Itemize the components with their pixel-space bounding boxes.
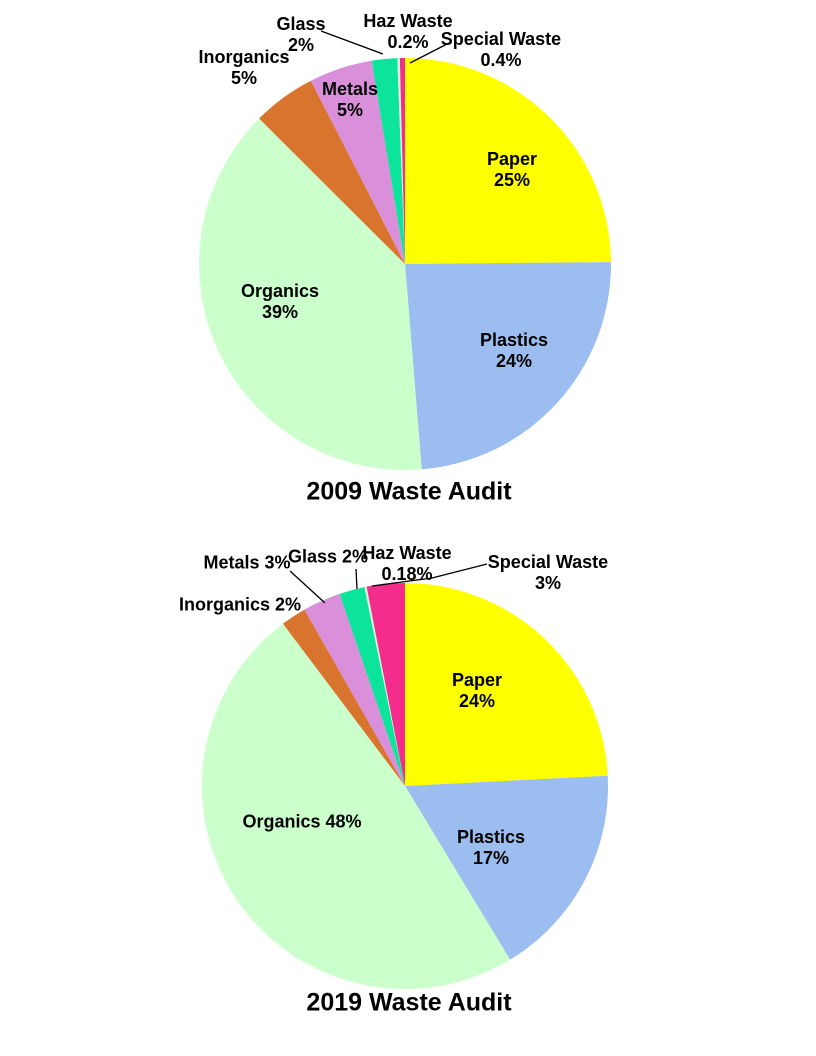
pie-slice-haz-waste: [364, 586, 405, 786]
leader-glass-2009: [320, 30, 384, 55]
label-pct: 2%: [287, 35, 315, 55]
label-haz-waste-2019: Haz Waste 0.18%: [362, 543, 451, 585]
label-name: Plastics: [456, 827, 526, 847]
label-pct: 3%: [534, 573, 562, 593]
pie-slice-metals: [304, 593, 405, 786]
label-name: Haz Waste: [363, 11, 453, 31]
chart-title-2019: 2019 Waste Audit: [306, 988, 512, 1017]
label-pct: 17%: [472, 848, 510, 868]
label-name: Inorganics: [198, 47, 290, 67]
label-plastics-2019: Plastics 17%: [457, 827, 525, 869]
leader-metals-2019: [289, 570, 326, 604]
label-name: Metals: [321, 79, 379, 99]
pie-2009: [198, 57, 611, 470]
pie-slice-organics: [198, 118, 422, 470]
label-name: Glass: [287, 546, 338, 567]
label-organics-2009: Organics 39%: [241, 281, 319, 323]
label-metals-2009: Metals 5%: [322, 79, 378, 121]
label-name: Paper: [451, 670, 503, 690]
label-pct: 3%: [264, 552, 291, 573]
label-name: Metals: [203, 552, 260, 573]
pie-slice-glass: [371, 58, 405, 264]
pie-2019: [201, 583, 608, 990]
pie-slice-paper: [405, 583, 608, 786]
label-organics-2019: Organics 48%: [242, 812, 361, 833]
pie-slice-inorganics: [259, 80, 405, 265]
label-pct: 2%: [342, 546, 369, 567]
pie-slice-paper: [405, 58, 611, 264]
label-name: Haz Waste: [362, 543, 452, 563]
label-name: Special Waste: [487, 552, 609, 572]
label-glass-2019: Glass 2%: [288, 547, 368, 568]
label-pct: 25%: [493, 170, 531, 190]
label-line: Organics 48%: [242, 812, 361, 833]
label-name: Glass: [276, 14, 326, 34]
pie-slice-inorganics: [282, 609, 405, 786]
label-glass-2009: Glass 2%: [276, 14, 325, 56]
label-pct: 24%: [495, 351, 533, 371]
pie-slice-special-waste: [366, 583, 405, 786]
label-pct: 0.2%: [387, 32, 429, 52]
label-special-waste-2019: Special Waste 3%: [488, 552, 608, 594]
label-special-waste-2009: Special Waste 0.4%: [441, 29, 561, 71]
pie-slice-haz-waste: [397, 58, 405, 265]
label-line: Glass 2%: [288, 547, 368, 568]
label-pct: 2%: [275, 594, 302, 615]
label-plastics-2009: Plastics 24%: [480, 330, 548, 372]
leader-lines: [289, 30, 488, 604]
label-name: Organics: [242, 811, 321, 832]
label-pct: 39%: [261, 302, 299, 322]
pie-slice-special-waste: [399, 57, 405, 264]
label-metals-2019: Metals 3%: [203, 553, 290, 574]
pie-slice-glass: [339, 587, 405, 786]
pie-slice-organics: [201, 623, 511, 990]
pie-slice-plastics: [405, 262, 611, 470]
label-name: Special Waste: [440, 29, 562, 49]
label-pct: 0.4%: [480, 50, 522, 70]
label-line: Metals 3%: [203, 553, 290, 574]
label-name: Plastics: [479, 330, 549, 350]
leader-glass-2019: [355, 568, 358, 590]
label-inorganics-2019: Inorganics 2%: [179, 595, 301, 616]
label-line: Inorganics 2%: [179, 595, 301, 616]
pie-slice-metals: [310, 60, 405, 265]
label-pct: 0.18%: [381, 564, 433, 584]
label-pct: 48%: [325, 811, 362, 832]
pie-slice-plastics: [405, 775, 608, 960]
label-pct: 5%: [336, 100, 363, 120]
label-paper-2019: Paper 24%: [452, 670, 502, 712]
leader-special-2019: [371, 563, 488, 587]
label-pct: 5%: [230, 68, 257, 88]
label-pct: 24%: [458, 691, 496, 711]
chart-title-2009: 2009 Waste Audit: [306, 477, 512, 506]
label-inorganics-2009: Inorganics 5%: [198, 47, 289, 89]
leader-special-2009: [409, 42, 450, 64]
label-haz-waste-2009: Haz Waste 0.2%: [363, 11, 452, 53]
label-name: Inorganics: [178, 594, 270, 615]
label-paper-2009: Paper 25%: [487, 149, 537, 191]
label-name: Paper: [486, 149, 538, 169]
label-name: Organics: [240, 281, 320, 301]
